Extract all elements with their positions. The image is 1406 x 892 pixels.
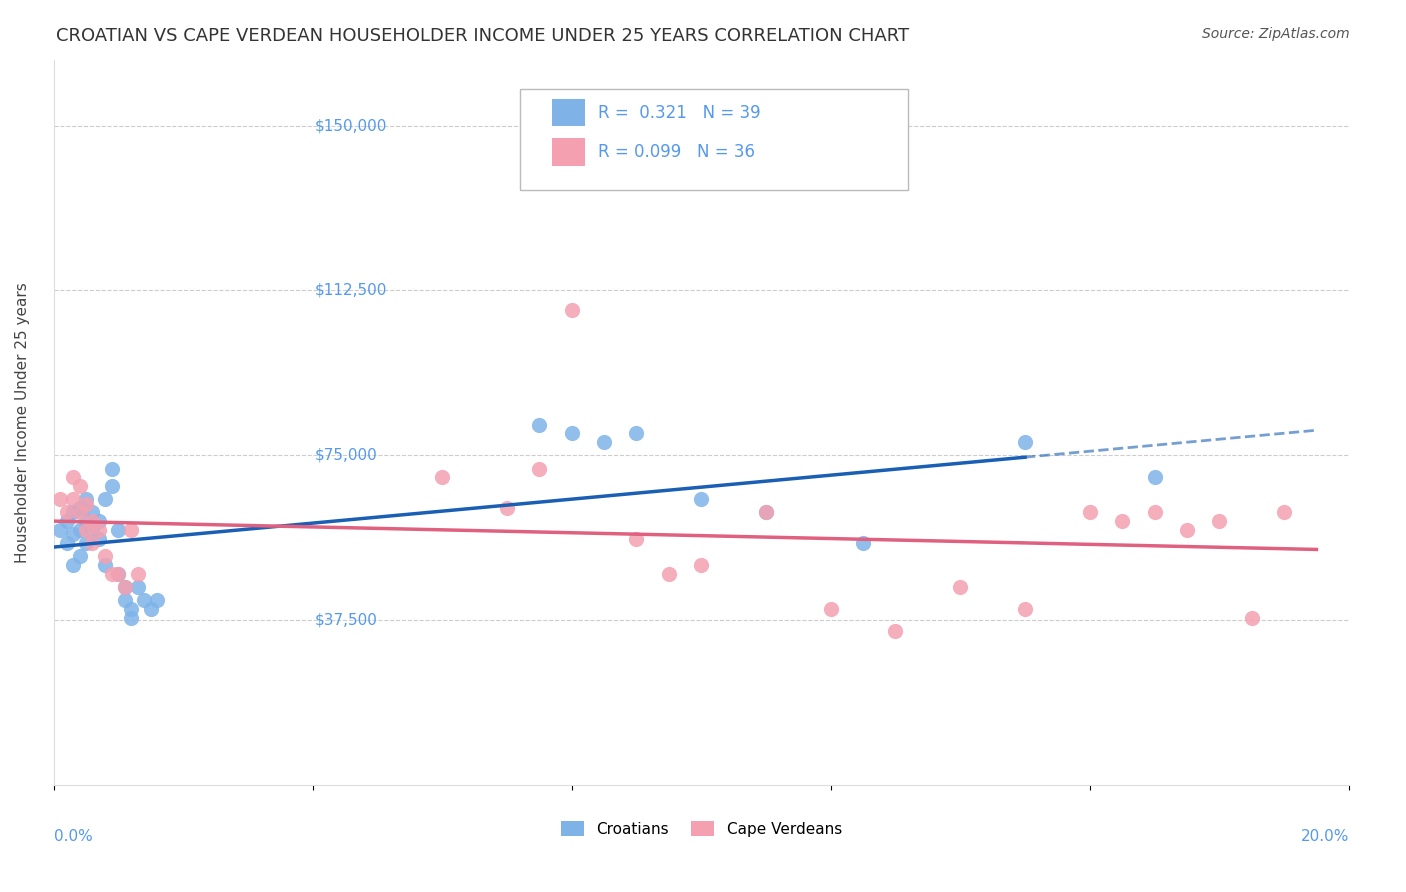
Cape Verdeans xyxy=(529,461,551,475)
Legend: Croatians, Cape Verdeans: Croatians, Cape Verdeans xyxy=(554,814,848,843)
Cape Verdeans xyxy=(1111,514,1133,528)
Cape Verdeans xyxy=(55,506,77,520)
Cape Verdeans xyxy=(62,470,84,484)
Croatians xyxy=(852,536,875,550)
Y-axis label: Householder Income Under 25 years: Householder Income Under 25 years xyxy=(15,282,30,563)
Croatians xyxy=(146,593,169,607)
Cape Verdeans xyxy=(626,532,648,546)
Croatians xyxy=(94,492,117,507)
Croatians xyxy=(69,549,91,564)
Cape Verdeans xyxy=(75,523,97,537)
Croatians xyxy=(87,532,110,546)
Croatians xyxy=(75,514,97,528)
Croatians xyxy=(82,523,104,537)
Cape Verdeans xyxy=(49,492,72,507)
Cape Verdeans xyxy=(561,303,583,318)
Croatians xyxy=(107,567,129,582)
Croatians xyxy=(55,514,77,528)
Cape Verdeans xyxy=(430,470,453,484)
Cape Verdeans xyxy=(69,479,91,493)
Cape Verdeans xyxy=(101,567,124,582)
Croatians xyxy=(69,523,91,537)
Text: Source: ZipAtlas.com: Source: ZipAtlas.com xyxy=(1202,27,1350,41)
Cape Verdeans xyxy=(82,536,104,550)
Cape Verdeans xyxy=(114,580,136,594)
Cape Verdeans xyxy=(75,497,97,511)
Cape Verdeans xyxy=(127,567,149,582)
Croatians xyxy=(139,602,162,616)
Cape Verdeans xyxy=(755,506,778,520)
Croatians xyxy=(69,501,91,516)
Text: $112,500: $112,500 xyxy=(315,283,388,298)
Croatians xyxy=(690,492,713,507)
Croatians xyxy=(82,506,104,520)
Croatians xyxy=(75,536,97,550)
Text: R = 0.099   N = 36: R = 0.099 N = 36 xyxy=(598,143,755,161)
FancyBboxPatch shape xyxy=(520,88,908,190)
Croatians xyxy=(87,514,110,528)
Croatians xyxy=(120,611,142,625)
Cape Verdeans xyxy=(884,624,907,639)
Croatians xyxy=(101,461,124,475)
Croatians xyxy=(1143,470,1166,484)
Croatians xyxy=(94,558,117,573)
Cape Verdeans xyxy=(820,602,842,616)
Cape Verdeans xyxy=(690,558,713,573)
Croatians xyxy=(75,492,97,507)
Croatians xyxy=(1014,435,1036,450)
Cape Verdeans xyxy=(69,506,91,520)
FancyBboxPatch shape xyxy=(553,138,585,166)
Cape Verdeans xyxy=(82,514,104,528)
Cape Verdeans xyxy=(949,580,972,594)
Text: CROATIAN VS CAPE VERDEAN HOUSEHOLDER INCOME UNDER 25 YEARS CORRELATION CHART: CROATIAN VS CAPE VERDEAN HOUSEHOLDER INC… xyxy=(56,27,910,45)
Croatians xyxy=(55,536,77,550)
Croatians xyxy=(755,506,778,520)
Croatians xyxy=(62,527,84,541)
Cape Verdeans xyxy=(1240,611,1263,625)
Text: 20.0%: 20.0% xyxy=(1301,829,1348,844)
Croatians xyxy=(62,558,84,573)
Cape Verdeans xyxy=(87,523,110,537)
Croatians xyxy=(62,506,84,520)
Cape Verdeans xyxy=(658,567,681,582)
Text: $75,000: $75,000 xyxy=(315,448,378,463)
Croatians xyxy=(127,580,149,594)
Croatians xyxy=(561,426,583,441)
Text: 0.0%: 0.0% xyxy=(53,829,93,844)
Cape Verdeans xyxy=(94,549,117,564)
Croatians xyxy=(134,593,156,607)
Cape Verdeans xyxy=(1078,506,1101,520)
Croatians xyxy=(114,580,136,594)
Cape Verdeans xyxy=(496,501,519,516)
Cape Verdeans xyxy=(1175,523,1198,537)
Croatians xyxy=(107,523,129,537)
Croatians xyxy=(101,479,124,493)
Cape Verdeans xyxy=(62,492,84,507)
Text: R =  0.321   N = 39: R = 0.321 N = 39 xyxy=(598,103,761,121)
Text: $150,000: $150,000 xyxy=(315,118,388,133)
Croatians xyxy=(114,593,136,607)
Cape Verdeans xyxy=(1143,506,1166,520)
Croatians xyxy=(120,602,142,616)
Cape Verdeans xyxy=(1014,602,1036,616)
Cape Verdeans xyxy=(1208,514,1230,528)
Cape Verdeans xyxy=(107,567,129,582)
Croatians xyxy=(593,435,616,450)
Croatians xyxy=(529,417,551,432)
Croatians xyxy=(626,426,648,441)
Cape Verdeans xyxy=(120,523,142,537)
Croatians xyxy=(49,523,72,537)
FancyBboxPatch shape xyxy=(553,99,585,127)
Text: $37,500: $37,500 xyxy=(315,613,378,628)
Cape Verdeans xyxy=(1272,506,1295,520)
